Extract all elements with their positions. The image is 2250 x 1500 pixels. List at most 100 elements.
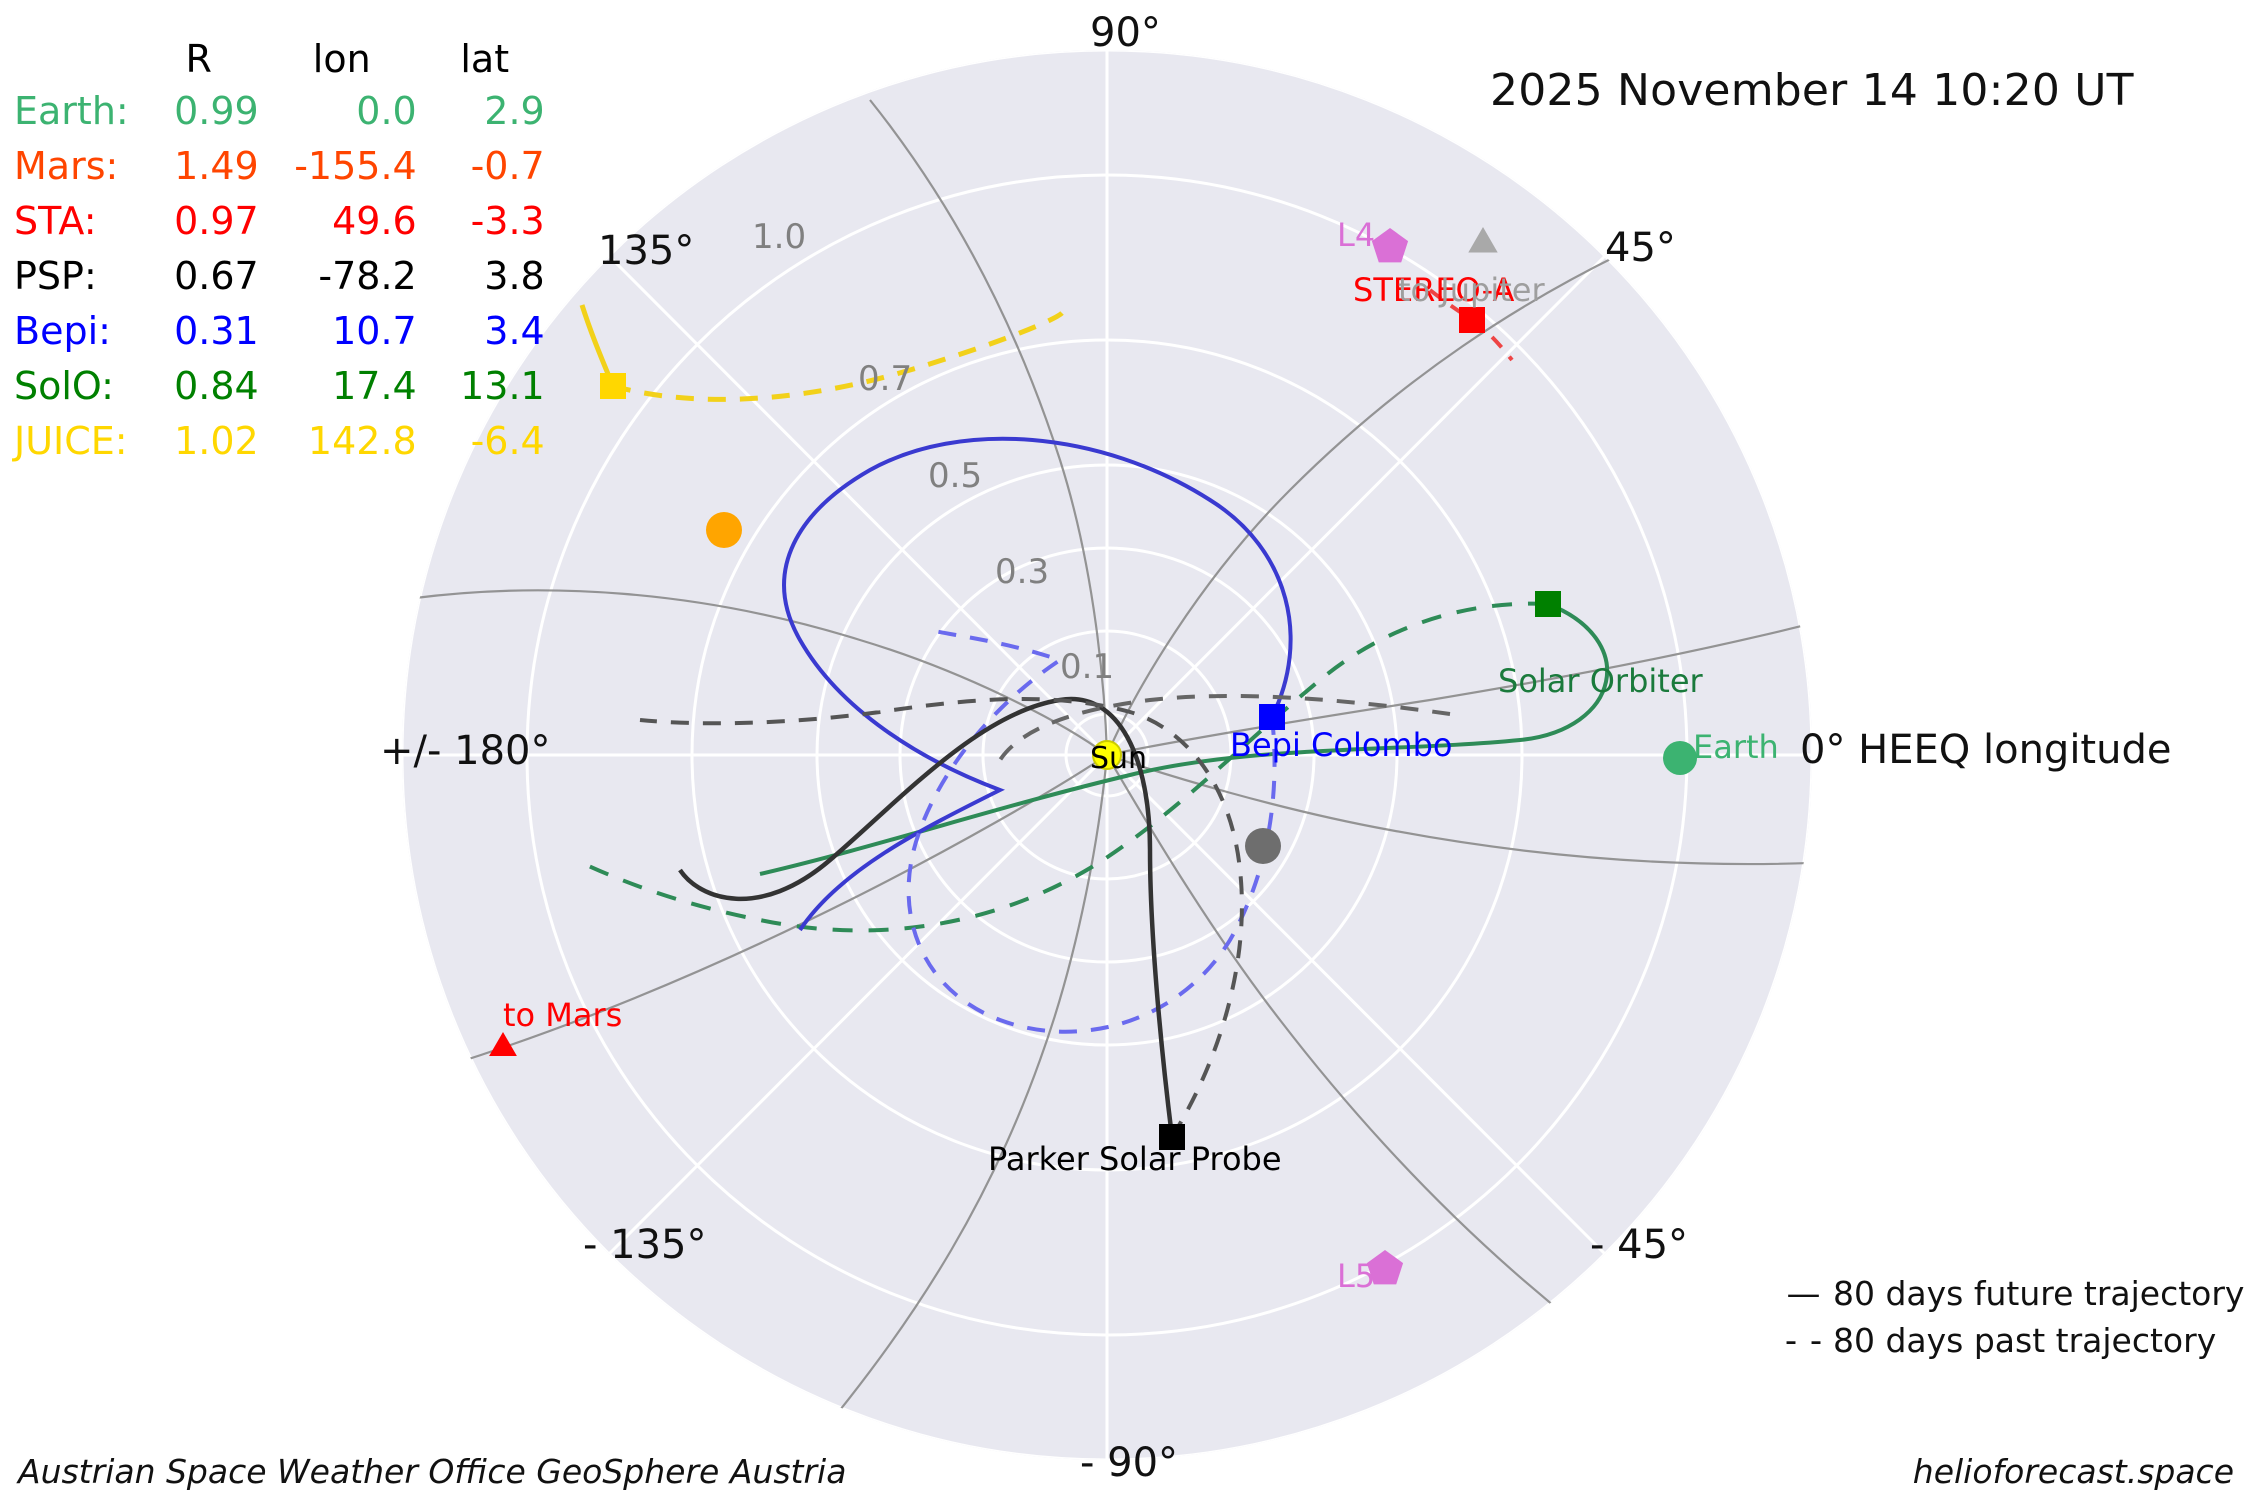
radial-tick-0-3: 0.3 (995, 552, 1049, 592)
ephemeris-row: PSP: 0.67 -78.2 3.8 (14, 257, 545, 312)
bepi-colombo-label: Bepi Colombo (1230, 726, 1452, 764)
angle-label-minus-135: - 135° (583, 1222, 707, 1268)
ephemeris-cell-lat: 13.1 (460, 364, 545, 408)
to-jupiter-label: to Jupiter (1398, 271, 1545, 309)
ephemeris-cell-lat: -3.3 (470, 199, 545, 243)
legend-label-past: 80 days past trajectory (1833, 1321, 2217, 1360)
ephemeris-cell-lat: 3.8 (484, 254, 545, 298)
ephemeris-cell-lon: 17.4 (332, 364, 417, 408)
ephemeris-header-lat: lat (460, 37, 510, 81)
ephemeris-cell-lat: 2.9 (484, 89, 545, 133)
angle-label-45: 45° (1605, 225, 1676, 271)
mercury-marker (1245, 828, 1281, 864)
ephemeris-cell-name: PSP: (14, 254, 97, 298)
to-jupiter-marker (1468, 227, 1498, 253)
ephemeris-cell-lat: -6.4 (470, 419, 545, 463)
ephemeris-cell-lon: -155.4 (294, 144, 417, 188)
psp-past-track (639, 696, 1244, 1139)
legend-item-past: - - 80 days past trajectory (1775, 1317, 2244, 1364)
ephemeris-cell-name: Earth: (14, 89, 129, 133)
ephemeris-header-name (14, 40, 139, 92)
stereo-a-label: STEREO-A (1353, 271, 1514, 309)
l4-label: L4 (1337, 216, 1375, 254)
ephemeris-cell-lon: 0.0 (356, 89, 417, 133)
sun-label: Sun (1090, 741, 1147, 776)
ephemeris-cell-r: 0.97 (174, 199, 259, 243)
ephemeris-cell-r: 0.31 (174, 309, 259, 353)
ephemeris-row: Bepi: 0.31 10.7 3.4 (14, 312, 545, 367)
angle-label-0-heeq: 0° HEEQ longitude (1800, 727, 2172, 773)
ephemeris-cell-name: Mars: (14, 144, 119, 188)
ephemeris-cell-r: 1.02 (174, 419, 259, 463)
radial-tick-0-1: 0.1 (1060, 647, 1114, 687)
ephemeris-cell-lon: 142.8 (307, 419, 417, 463)
ephemeris-cell-r: 1.49 (174, 144, 259, 188)
solar-orbiter-marker (1535, 591, 1561, 617)
solar-orbiter-past-track (579, 601, 1549, 933)
ephemeris-cell-lat: 3.4 (484, 309, 545, 353)
ephemeris-row: Mars: 1.49 -155.4 -0.7 (14, 147, 545, 202)
l4-marker (1371, 228, 1409, 263)
ephemeris-cell-lat: -0.7 (470, 144, 545, 188)
radial-tick-0-7: 0.7 (858, 359, 912, 399)
bepi-marker (1259, 704, 1285, 730)
ephemeris-cell-name: Bepi: (14, 309, 111, 353)
juice-marker (600, 373, 626, 399)
ephemeris-cell-name: STA: (14, 199, 97, 243)
ephemeris-header-r: R (185, 37, 212, 81)
legend-label-future: 80 days future trajectory (1833, 1274, 2245, 1313)
l5-label: L5 (1337, 1257, 1375, 1295)
ephemeris-cell-r: 0.67 (174, 254, 259, 298)
footer-organisation: Austrian Space Weather Office GeoSphere … (18, 1452, 847, 1491)
angle-label-135: 135° (598, 228, 695, 274)
ephemeris-cell-lon: 10.7 (332, 309, 417, 353)
radial-tick-labels: 1.0 0.7 0.5 0.3 0.1 (752, 217, 1114, 687)
earth-marker (1663, 741, 1697, 775)
ephemeris-cell-name: SolO: (14, 364, 114, 408)
to-mars-marker (489, 1032, 517, 1056)
stereo-a-past-track (1428, 288, 1514, 362)
plot-grid (402, 50, 1812, 1460)
ephemeris-cell-lon: -78.2 (318, 254, 417, 298)
footer-website: helioforecast.space (1912, 1452, 2234, 1491)
juice-past-track (612, 311, 1064, 402)
ephemeris-row: SolO: 0.84 17.4 13.1 (14, 367, 545, 422)
radial-tick-1-0: 1.0 (752, 217, 806, 257)
sun-marker (1092, 740, 1122, 770)
ephemeris-row: JUICE: 1.02 142.8 -6.4 (14, 422, 545, 477)
angle-label-minus-90: - 90° (1080, 1440, 1179, 1486)
angular-gridlines (402, 50, 1812, 1460)
psp-marker (1159, 1124, 1185, 1150)
ephemeris-row: Earth: 0.99 0.0 2.9 (14, 92, 545, 147)
ephemeris-header-lon: lon (312, 37, 371, 81)
ephemeris-cell-r: 0.99 (174, 89, 259, 133)
plot-body-labels: Sun Bepi Colombo Solar Orbiter Earth Parker … (503, 216, 1779, 1295)
ephemeris-cell-lon: 49.6 (332, 199, 417, 243)
venus-marker (706, 512, 742, 548)
bepi-past-track (906, 628, 1277, 1034)
l5-marker (1366, 1250, 1404, 1285)
ephemeris-cell-name: JUICE: (14, 419, 128, 463)
angle-label-90: 90° (1090, 10, 1161, 56)
angle-label-180: +/- 180° (380, 728, 551, 774)
parker-solar-probe-label: Parker Solar Probe (988, 1140, 1282, 1178)
grey-dashed-arc (998, 693, 1451, 762)
ephemeris-row: STA: 0.97 49.6 -3.3 (14, 202, 545, 257)
stereo-a-marker (1459, 307, 1485, 333)
markers-layer (489, 227, 1697, 1285)
date-title: 2025 November 14 10:20 UT (1490, 65, 2134, 116)
radial-tick-0-5: 0.5 (928, 456, 982, 496)
trajectory-legend: — 80 days future trajectory - - 80 days … (1775, 1270, 2245, 1364)
to-mars-label: to Mars (503, 996, 622, 1034)
legend-item-future: — 80 days future trajectory (1775, 1270, 2245, 1317)
dashed-line-icon: - - (1784, 1320, 1824, 1361)
solid-line-icon: — (1786, 1273, 1822, 1314)
angle-label-minus-45: - 45° (1590, 1222, 1689, 1268)
solar-orbiter-label: Solar Orbiter (1498, 662, 1704, 700)
earth-label: Earth (1693, 728, 1779, 766)
bepi-future-track (782, 436, 1293, 932)
